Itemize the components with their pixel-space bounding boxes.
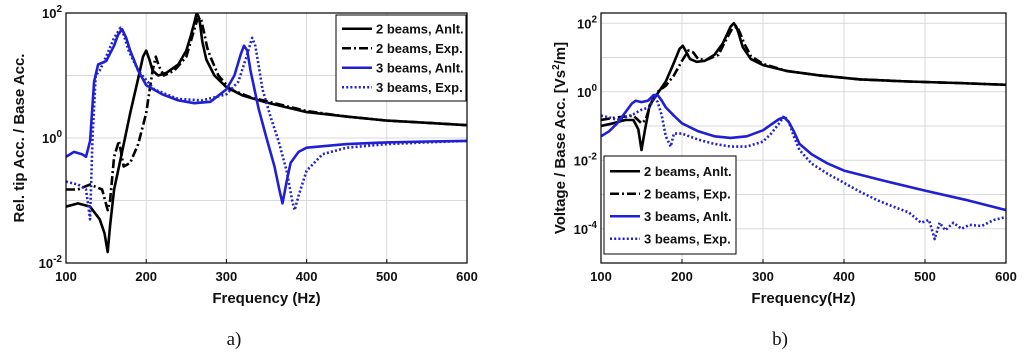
- x-tick-label: 200: [671, 269, 693, 284]
- y-tick-label: 10-2: [39, 254, 63, 271]
- legend-label: 2 beams, Anlt.: [376, 21, 464, 36]
- y-axis-label: Rel. tip Acc. / Base Acc.: [11, 54, 28, 223]
- y-axis-label: Voltage / Base Acc. [Vs2/m]: [551, 42, 569, 234]
- series-line-1: [601, 21, 1006, 152]
- chart-panel-b: 100 200 300 400 500 600 10-4 10-2 100 102 Frequenc…: [551, 12, 1017, 350]
- x-tick-label: 300: [216, 269, 238, 284]
- x-tick-label: 600: [456, 269, 478, 284]
- y-tick-label: 100: [577, 83, 597, 100]
- legend-label: 3 beams, Anlt.: [644, 209, 732, 224]
- y-tick-label: 102: [577, 14, 597, 31]
- y-tick-label: 100: [42, 129, 62, 146]
- series-line-2: [601, 25, 1006, 125]
- axes-frame: [65, 12, 468, 264]
- series-line-3: [601, 93, 1006, 212]
- x-tick-label: 600: [995, 269, 1017, 284]
- x-tick-label: 400: [833, 269, 855, 284]
- legend-label: 3 beams, Anlt.: [376, 60, 464, 75]
- legend-label: 2 beams, Exp.: [376, 41, 463, 56]
- legend-label: 3 beams, Exp.: [376, 80, 463, 95]
- legend-label: 2 beams, Anlt.: [644, 164, 732, 179]
- series-line-4: [66, 26, 467, 221]
- x-tick-label: 200: [135, 269, 157, 284]
- panel-label: b): [772, 329, 788, 350]
- legend-label: 2 beams, Exp.: [644, 186, 731, 201]
- x-tick-label: 500: [376, 269, 398, 284]
- x-tick-label: 100: [55, 269, 77, 284]
- y-tick-label: 102: [42, 4, 62, 21]
- x-tick-label: 400: [296, 269, 318, 284]
- legend-label: 3 beams, Exp.: [644, 231, 731, 246]
- series-line-2: [66, 16, 467, 212]
- series-line-4: [601, 95, 1006, 241]
- y-tick-label: 10-2: [574, 151, 598, 168]
- x-axis-label: Frequency (Hz): [212, 290, 320, 307]
- x-tick-label: 500: [914, 269, 936, 284]
- y-tick-label: 10-4: [574, 220, 598, 237]
- x-tick-label: 100: [590, 269, 612, 284]
- axes-frame: [600, 12, 1007, 264]
- x-axis-label: Frequency(Hz): [751, 290, 855, 307]
- x-tick-label: 300: [752, 269, 774, 284]
- panel-label: a): [227, 329, 242, 350]
